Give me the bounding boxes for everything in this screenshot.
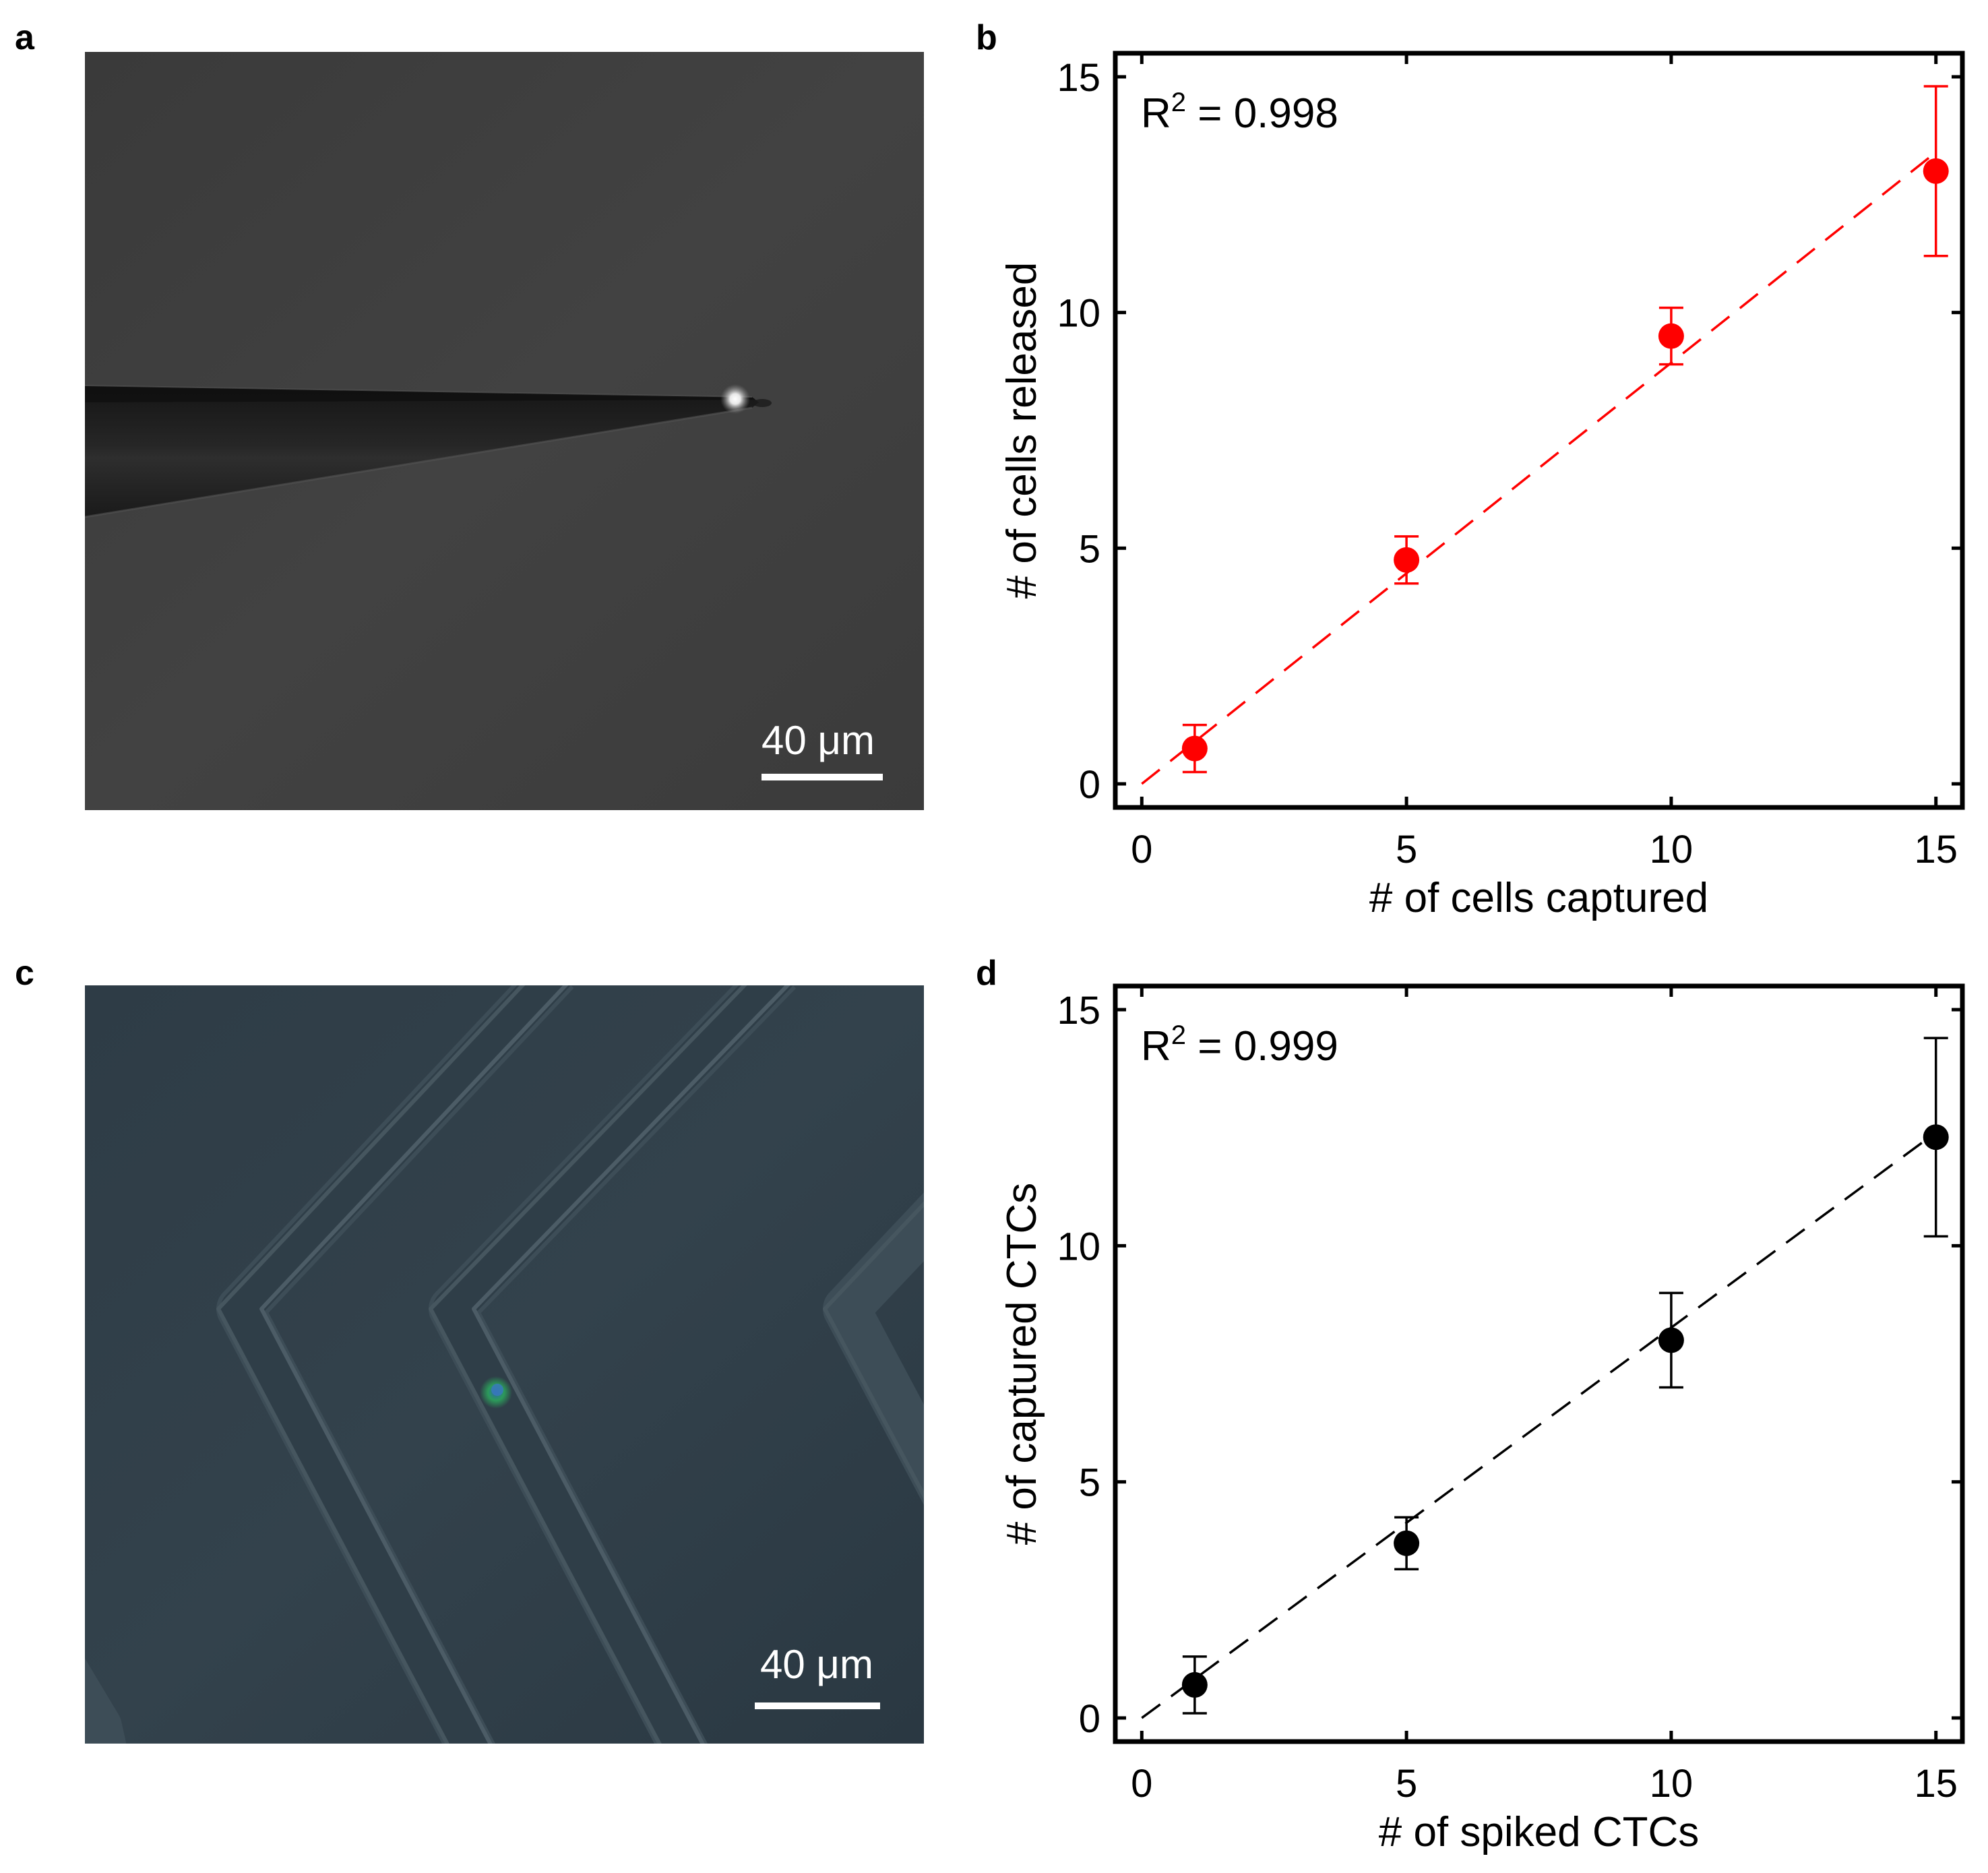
pipette-tip-glow [720, 384, 750, 414]
data-point-b [1923, 158, 1949, 184]
panel-letter-c: c [15, 954, 34, 993]
x-axis-label-b: # of cells captured [1369, 875, 1708, 921]
x-tick-label-b: 5 [1396, 828, 1417, 871]
x-tick-label-b: 10 [1650, 828, 1694, 871]
fit-line-b [1141, 151, 1937, 785]
data-point-b [1181, 735, 1208, 762]
scale-label-a: 40 μm [762, 718, 875, 763]
scale-bar-a [762, 774, 883, 780]
y-tick-label-b: 0 [1079, 763, 1100, 807]
y-tick-label-b: 10 [1057, 292, 1100, 336]
panel-letter-d: d [976, 954, 997, 993]
y-axis-label-b: # of cells released [999, 262, 1045, 599]
scale-label-c: 40 μm [760, 1642, 873, 1687]
herringbone-image [85, 985, 924, 1744]
y-tick-label-b: 5 [1079, 527, 1100, 571]
micrograph-pipette: 40 μm [85, 52, 924, 810]
pipette-shape [85, 386, 759, 517]
panel-letter-a: a [15, 18, 34, 57]
panel-letter-b: b [976, 18, 997, 57]
x-tick-label-b: 15 [1914, 828, 1958, 871]
x-tick-label-b: 0 [1131, 828, 1152, 871]
micrograph-herringbone: 40 μm [85, 985, 924, 1744]
data-point-b [1658, 323, 1684, 349]
data-point-b [1394, 547, 1420, 573]
r-squared-annotation-b: R2 = 0.998 [1141, 88, 1338, 137]
plot-frame-b [1113, 51, 1965, 810]
scale-bar-c [755, 1702, 880, 1709]
y-tick-label-b: 15 [1057, 56, 1100, 100]
pipette-image [85, 52, 924, 810]
plot-area-b: 0 5 10 15 0 5 10 15 # of cells captured # of cell… [999, 51, 1965, 921]
